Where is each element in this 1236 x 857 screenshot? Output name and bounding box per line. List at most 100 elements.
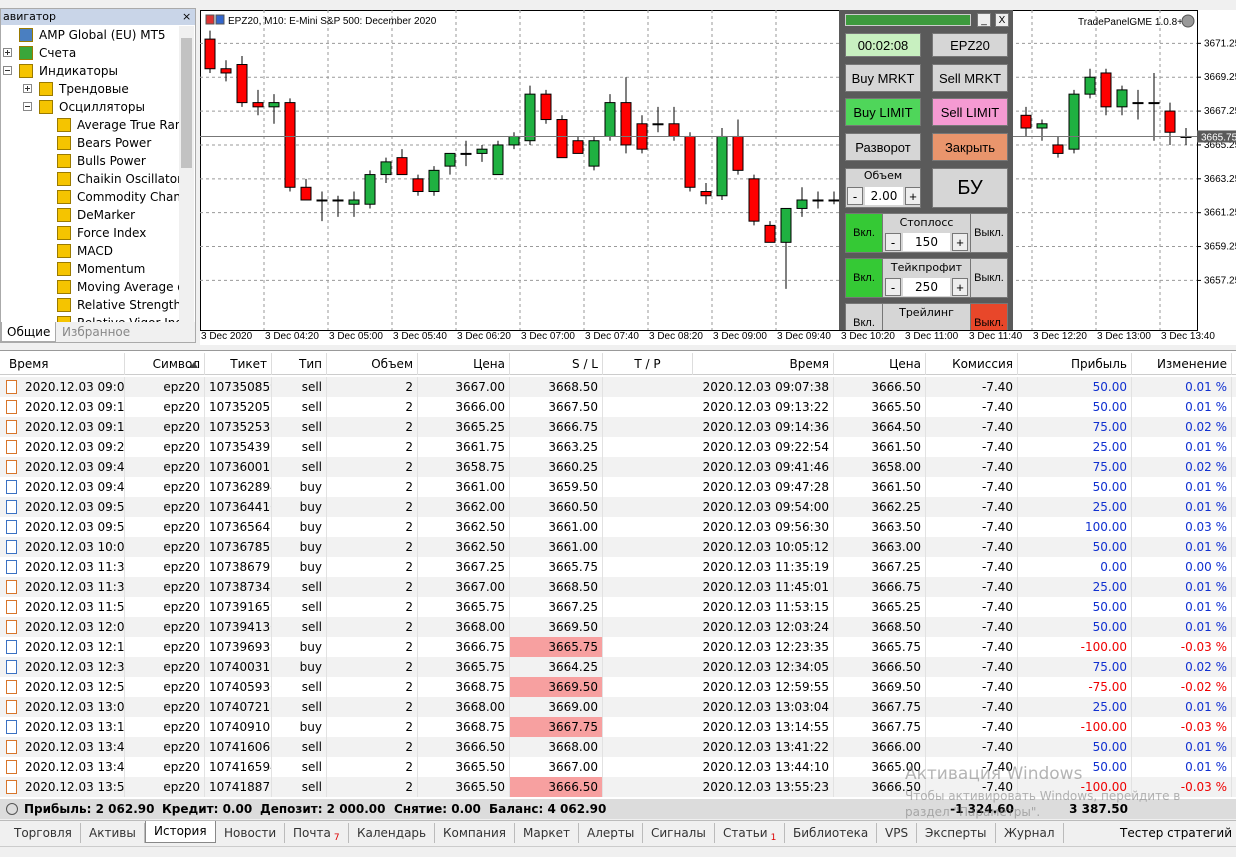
- table-cell: 2020.12.03 10:03...: [21, 537, 125, 557]
- column-header[interactable]: T / P: [603, 353, 693, 375]
- column-header[interactable]: Символ: [125, 353, 205, 375]
- nav-item[interactable]: Force Index: [77, 226, 147, 240]
- table-row[interactable]: 2020.12.03 09:47...epz20107362894buy2366…: [0, 477, 1236, 497]
- volume-plus[interactable]: +: [905, 187, 921, 205]
- nav-item[interactable]: Moving Average of Oscillator: [77, 280, 179, 294]
- expander[interactable]: [23, 102, 32, 111]
- column-header[interactable]: Комиссия: [926, 353, 1018, 375]
- table-row[interactable]: 2020.12.03 09:52...epz20107364410buy2366…: [0, 497, 1236, 517]
- table-row[interactable]: 2020.12.03 12:12...epz20107396939buy2366…: [0, 637, 1236, 657]
- sell-limit-button[interactable]: Sell LIMIT: [932, 98, 1008, 126]
- bottom-tab[interactable]: Статьи 1: [715, 823, 786, 843]
- table-row[interactable]: 2020.12.03 13:10...epz20107409107buy2366…: [0, 717, 1236, 737]
- table-row[interactable]: 2020.12.03 10:03...epz20107367851buy2366…: [0, 537, 1236, 557]
- buy-market-button[interactable]: Buy MRKT: [845, 64, 921, 92]
- breakeven-button[interactable]: БУ: [932, 168, 1008, 208]
- scrollbar[interactable]: [179, 26, 194, 322]
- expander[interactable]: [3, 48, 12, 57]
- param-plus[interactable]: +: [952, 233, 968, 251]
- close-all-button[interactable]: Закрыть: [932, 133, 1008, 161]
- nav-item[interactable]: Commodity Channel Index: [77, 190, 179, 204]
- expander[interactable]: [23, 84, 32, 93]
- param-plus[interactable]: +: [952, 278, 968, 296]
- bottom-tab[interactable]: Журнал: [996, 823, 1064, 843]
- nav-item[interactable]: Трендовые: [59, 82, 129, 96]
- timer[interactable]: 00:02:08: [845, 33, 921, 57]
- nav-item[interactable]: Bulls Power: [77, 154, 146, 168]
- param-minus[interactable]: -: [885, 278, 901, 296]
- table-row[interactable]: 2020.12.03 12:54...epz20107405930sell236…: [0, 677, 1236, 697]
- bottom-tab[interactable]: VPS: [877, 823, 918, 843]
- nav-item[interactable]: DeMarker: [77, 208, 136, 222]
- column-header[interactable]: Цена: [834, 353, 926, 375]
- bottom-tab[interactable]: История: [145, 821, 216, 843]
- close-icon[interactable]: ×: [182, 10, 192, 23]
- column-header[interactable]: Объем: [327, 353, 418, 375]
- table-row[interactable]: 2020.12.03 09:22...epz20107354397sell236…: [0, 437, 1236, 457]
- off-button[interactable]: Выкл.: [970, 258, 1008, 298]
- table-row[interactable]: 2020.12.03 09:56...epz20107365643buy2366…: [0, 517, 1236, 537]
- nav-item[interactable]: AMP Global (EU) MT5: [39, 28, 166, 42]
- off-button[interactable]: Выкл.: [970, 303, 1008, 330]
- column-header[interactable]: Изменение: [1132, 353, 1232, 375]
- table-row[interactable]: 2020.12.03 11:53...epz20107391659sell236…: [0, 597, 1236, 617]
- icon: [57, 136, 71, 150]
- nav-item[interactable]: Осцилляторы: [59, 100, 145, 114]
- navigator-tab[interactable]: Избранное: [62, 325, 131, 339]
- table-row[interactable]: 2020.12.03 09:41...epz20107360015sell236…: [0, 457, 1236, 477]
- bottom-tab[interactable]: Почта 7: [285, 823, 349, 843]
- on-button[interactable]: Вкл.: [845, 303, 883, 330]
- nav-item[interactable]: Momentum: [77, 262, 146, 276]
- nav-item[interactable]: Relative Vigor Index: [77, 314, 179, 322]
- column-header[interactable]: Время: [5, 353, 125, 375]
- column-header[interactable]: Прибыль: [1018, 353, 1132, 375]
- column-header[interactable]: S / L: [510, 353, 603, 375]
- symbol-button[interactable]: EPZ20: [932, 33, 1008, 57]
- nav-item[interactable]: Chaikin Oscillator: [77, 172, 179, 186]
- on-button[interactable]: Вкл.: [845, 213, 883, 253]
- sell-market-button[interactable]: Sell MRKT: [932, 64, 1008, 92]
- table-row[interactable]: 2020.12.03 13:52...epz20107418872sell236…: [0, 777, 1236, 797]
- table-row[interactable]: 2020.12.03 13:40...epz20107416061sell236…: [0, 737, 1236, 757]
- nav-item[interactable]: MACD: [77, 244, 113, 258]
- nav-item[interactable]: Average True Range: [77, 118, 179, 132]
- on-button[interactable]: Вкл.: [845, 258, 883, 298]
- bottom-tab[interactable]: Торговля: [6, 823, 81, 843]
- table-row[interactable]: 2020.12.03 09:12...epz20107352057sell236…: [0, 397, 1236, 417]
- bottom-tab[interactable]: Маркет: [515, 823, 579, 843]
- nav-item[interactable]: Индикаторы: [39, 64, 118, 78]
- bottom-tab[interactable]: Эксперты: [917, 823, 996, 843]
- column-header[interactable]: Тикет: [205, 353, 272, 375]
- bottom-tab[interactable]: Алерты: [579, 823, 644, 843]
- tester-tab[interactable]: Тестер стратегий: [1120, 826, 1232, 840]
- volume-minus[interactable]: -: [847, 187, 863, 205]
- table-row[interactable]: 2020.12.03 12:33...epz20107400312buy2366…: [0, 657, 1236, 677]
- bottom-tab[interactable]: Новости: [216, 823, 286, 843]
- nav-item[interactable]: Bears Power: [77, 136, 152, 150]
- reverse-button[interactable]: Разворот: [845, 133, 921, 161]
- table-row[interactable]: 2020.12.03 09:06...epz20107350859sell236…: [0, 377, 1236, 397]
- param-minus[interactable]: -: [885, 233, 901, 251]
- bottom-tab[interactable]: Календарь: [349, 823, 436, 843]
- bottom-tab[interactable]: Библиотека: [785, 823, 878, 843]
- nav-item[interactable]: Счета: [39, 46, 77, 60]
- minimize-button[interactable]: _: [977, 13, 991, 27]
- navigator-tab[interactable]: Общие: [1, 322, 57, 342]
- table-row[interactable]: 2020.12.03 11:33...epz20107386792buy2366…: [0, 557, 1236, 577]
- close-button[interactable]: X: [995, 13, 1009, 27]
- table-row[interactable]: 2020.12.03 09:14...epz20107352535sell236…: [0, 417, 1236, 437]
- buy-limit-button[interactable]: Buy LIMIT: [845, 98, 921, 126]
- column-header[interactable]: Тип: [272, 353, 327, 375]
- expander[interactable]: [3, 66, 12, 75]
- bottom-tab[interactable]: Сигналы: [643, 823, 715, 843]
- table-row[interactable]: 2020.12.03 13:00...epz20107407218sell236…: [0, 697, 1236, 717]
- bottom-tab[interactable]: Компания: [435, 823, 515, 843]
- column-header[interactable]: Цена: [418, 353, 510, 375]
- column-header[interactable]: Время: [693, 353, 834, 375]
- nav-item[interactable]: Relative Strength Index: [77, 298, 179, 312]
- bottom-tab[interactable]: Активы: [81, 823, 145, 843]
- table-row[interactable]: 2020.12.03 12:01...epz20107394130sell236…: [0, 617, 1236, 637]
- off-button[interactable]: Выкл.: [970, 213, 1008, 253]
- table-row[interactable]: 2020.12.03 11:37...epz20107387342sell236…: [0, 577, 1236, 597]
- table-row[interactable]: 2020.12.03 13:43...epz20107416594sell236…: [0, 757, 1236, 777]
